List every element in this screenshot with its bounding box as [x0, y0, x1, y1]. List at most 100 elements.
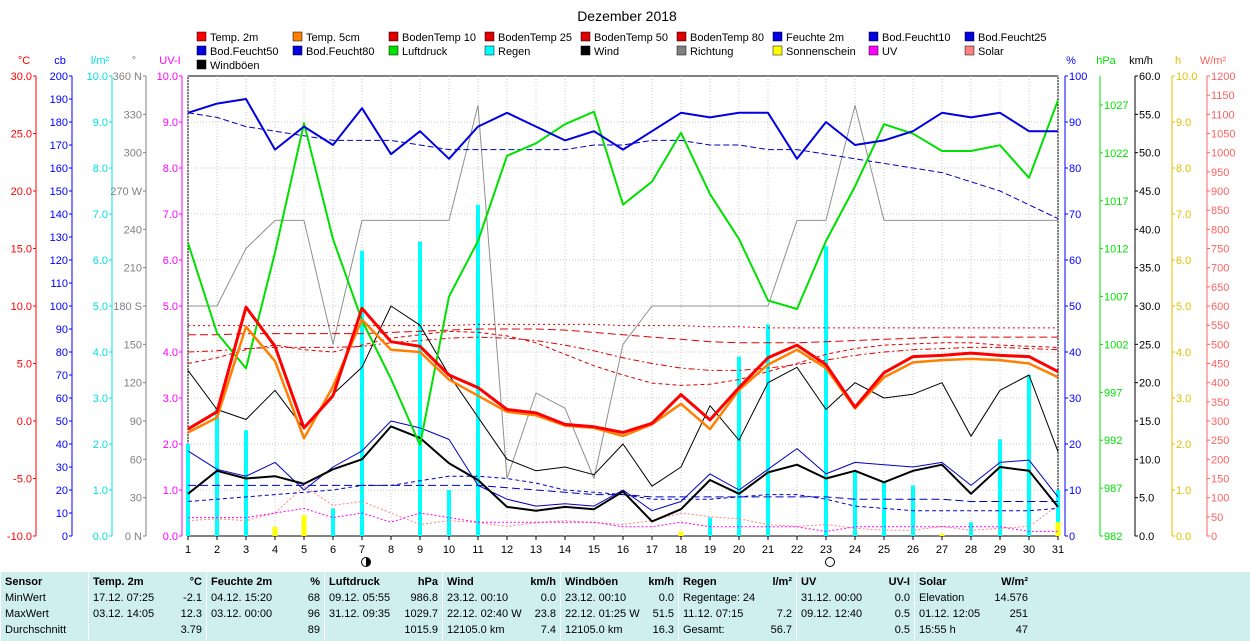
x-tick-label: 29: [994, 544, 1006, 556]
axis-tick-label: 5.0: [17, 359, 32, 371]
summary-cell-value: 7.4: [540, 624, 556, 636]
axis-tick-label: 50: [56, 416, 68, 428]
legend-swatch: [964, 45, 975, 56]
legend-swatch: [868, 31, 879, 42]
summary-column-wind: Wind km/h 23.12. 00:10 0.0 22.12. 02:40 W 23.…: [442, 572, 560, 641]
summary-cell-label: MaxWert: [5, 608, 49, 620]
axis-tick-label: 4.0: [1176, 347, 1191, 359]
x-tick-label: 31: [1052, 544, 1064, 556]
axis-tick-label: 9.0: [93, 117, 108, 129]
summary-cell-label: Feuchte 2m: [211, 576, 273, 588]
axis-tick-label: 1050: [1211, 129, 1235, 141]
series-line-bodentemp-80: [188, 323, 1058, 329]
axis-tick-label: 10.0: [87, 71, 108, 83]
axis-unit: hPa: [1096, 55, 1116, 67]
x-tick-label: 7: [359, 544, 365, 556]
x-tick-label: 1: [185, 544, 191, 556]
summary-column-solar: Solar W/m² Elevation 14.576 01.12. 12:05 251 1…: [914, 572, 1032, 641]
axis-tick-label: 15.0: [1139, 416, 1160, 428]
left-axis-2: l/m² 10.0 9.0 8.0 7.0 6.0 5.0 4.0 3.0 2.0 1.0 0.0: [87, 55, 113, 543]
axis-unit: cb: [54, 55, 66, 67]
axis-tick-label: 120: [124, 378, 142, 390]
axis-tick-label: 180: [50, 117, 68, 129]
x-tick-label: 14: [559, 544, 571, 556]
summary-cell-value: UV-I: [888, 576, 910, 588]
right-axis-4: W/m²120011501100105010009509008508007507…: [1200, 55, 1236, 543]
axis-tick-label: 40: [56, 439, 68, 451]
summary-header: Wind km/h: [447, 574, 556, 590]
series-line-uv: [188, 507, 1058, 532]
bar-sonnenschein: [678, 531, 684, 536]
axis-tick-label: 360 N: [113, 71, 142, 83]
summary-cell-value: 3.79: [180, 624, 202, 636]
summary-cell-value: 1029.7: [404, 608, 438, 620]
summary-column-luftdruck: Luftdruck hPa 09.12. 05:55 986.8 31.12. 09:3…: [324, 572, 442, 641]
axis-tick-label: 20.0: [1139, 378, 1160, 390]
x-tick-label: 28: [965, 544, 977, 556]
bar-regen: [360, 250, 364, 537]
summary-cell-value: 1015.9: [404, 624, 438, 636]
axis-tick-label: 500: [1211, 339, 1229, 351]
axis-tick-label: 0.0: [1176, 531, 1191, 543]
summary-cell-label: Gesamt:: [683, 624, 725, 636]
axis-tick-label: 0 N: [125, 531, 142, 543]
x-tick-label: 12: [501, 544, 513, 556]
left-axis-4: UV-I 10.0 9.0 8.0 7.0 6.0 5.0 4.0 3.0 2.0 1.0 0.0: [157, 55, 183, 543]
x-tick-label: 5: [301, 544, 307, 556]
axis-tick-label: 1007: [1104, 292, 1128, 304]
legend-label: Bod.Feucht80: [306, 46, 375, 58]
bar-sonnenschein: [272, 526, 278, 536]
summary-cell-label: 31.12. 00:00: [801, 592, 863, 604]
summary-cell-value: 251: [1009, 608, 1028, 620]
axis-tick-label: 210: [124, 263, 142, 275]
x-tick-label: 30: [1023, 544, 1035, 556]
summary-cell-label: Sensor: [5, 576, 43, 588]
series-line-temp-5cm: [187, 318, 1059, 440]
summary-cell-label: 23.12. 00:10: [447, 592, 509, 604]
legend-swatch: [196, 31, 207, 42]
axis-tick-label: -5.0: [13, 474, 32, 486]
summary-column-windboeen: Windböen km/h 23.12. 00:10 0.0 22.12. 01:25 …: [560, 572, 678, 641]
axis-tick-label: 20: [1069, 439, 1081, 451]
series-line-feuchte-2m: [187, 98, 1058, 160]
x-tick-label: 17: [646, 544, 658, 556]
x-tick-label: 27: [936, 544, 948, 556]
summary-cell-label: Windböen: [565, 576, 619, 588]
axis-tick-label: 7.0: [163, 209, 178, 221]
summary-row: 17.12. 07:25 -2.1: [93, 590, 202, 606]
axis-tick-label: 90: [1069, 117, 1081, 129]
x-tick-label: 8: [388, 544, 394, 556]
axis-unit: %: [1066, 55, 1076, 67]
legend-swatch: [676, 31, 687, 42]
axis-tick-label: 20: [56, 485, 68, 497]
series-line-solar: [187, 485, 1059, 531]
legend-swatch: [292, 31, 303, 42]
summary-cell-label: 03.12. 14:05: [93, 608, 155, 620]
legend-label: Feuchte 2m: [786, 32, 844, 44]
axis-tick-label: 60: [130, 454, 142, 466]
summary-cell-value: hPa: [417, 576, 438, 588]
x-tick-label: 19: [704, 544, 716, 556]
summary-row: 89: [211, 622, 320, 638]
summary-row: 03.12. 00:00 96: [211, 606, 320, 622]
axis-tick-label: 70: [1069, 209, 1081, 221]
summary-cell-label: UV: [801, 576, 817, 588]
summary-cell-value: 16.3: [652, 624, 674, 636]
axis-tick-label: 80: [1069, 163, 1081, 175]
summary-cell-value: 14.576: [994, 592, 1028, 604]
x-tick-label: 25: [878, 544, 890, 556]
summary-column-regen: Regen l/m² Regentage: 24 11.12. 07:15 7.2 Ges…: [678, 572, 796, 641]
axis-tick-label: 60: [56, 393, 68, 405]
axis-tick-label: 850: [1211, 205, 1229, 217]
axis-tick-label: 10.0: [11, 301, 32, 313]
x-tick-label: 11: [472, 544, 483, 556]
axis-tick-label: 982: [1104, 531, 1122, 543]
summary-cell-label: 03.12. 00:00: [211, 608, 273, 620]
axis-tick-label: 8.0: [163, 163, 178, 175]
summary-column-feuchte: Feuchte 2m% 04.12. 15:20 68 03.12. 00:00 96 8…: [206, 572, 324, 641]
axis-tick-label: 90: [130, 416, 142, 428]
axis-tick-label: 5.0: [1139, 493, 1154, 505]
axis-tick-label: 5.0: [163, 301, 178, 313]
bar-regen: [244, 430, 248, 536]
summary-cell-label: 22.12. 01:25 W: [565, 608, 640, 620]
